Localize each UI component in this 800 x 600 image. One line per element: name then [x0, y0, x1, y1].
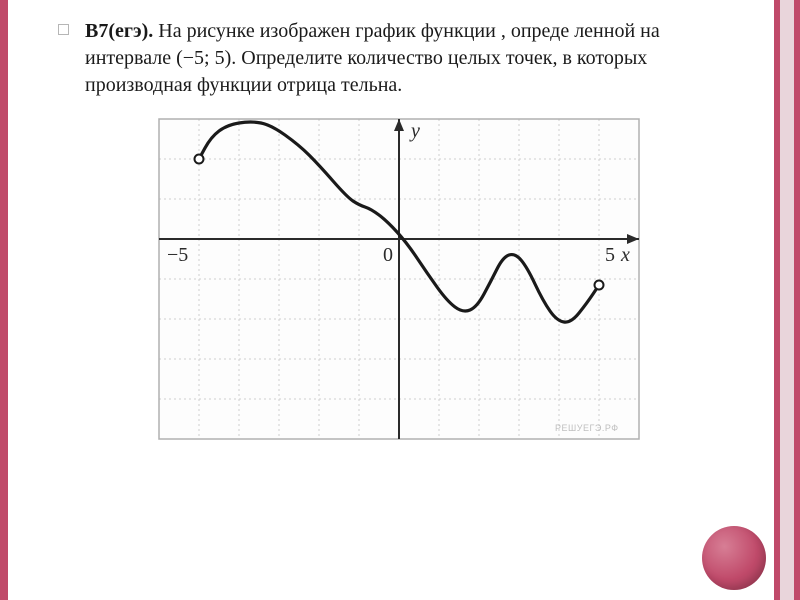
svg-text:−5: −5	[167, 244, 188, 266]
task-row: B7(егэ). На рисунке изображен график фун…	[58, 18, 740, 99]
svg-text:РЕШУЕГЭ.РФ: РЕШУЕГЭ.РФ	[555, 423, 619, 433]
svg-text:y: y	[409, 120, 420, 142]
task-text: B7(егэ). На рисунке изображен график фун…	[85, 18, 740, 99]
bullet-square-icon	[58, 24, 69, 35]
graph-svg: y x 0 −5 5 РЕШУЕГЭ.РФ	[153, 113, 645, 445]
slide-content: B7(егэ). На рисунке изображен график фун…	[0, 0, 800, 450]
svg-text:0: 0	[383, 244, 393, 266]
svg-text:x: x	[620, 244, 630, 266]
task-number: B7	[85, 20, 108, 42]
right-accent-border	[768, 0, 800, 600]
function-graph: y x 0 −5 5 РЕШУЕГЭ.РФ	[153, 113, 645, 450]
chart-container: y x 0 −5 5 РЕШУЕГЭ.РФ	[58, 113, 740, 450]
task-source: (егэ).	[108, 20, 153, 42]
left-accent-stripe	[0, 0, 8, 600]
svg-text:5: 5	[605, 244, 615, 266]
decorative-sphere-icon	[702, 526, 766, 590]
task-body: На рисунке изображен график функции , оп…	[85, 20, 660, 96]
